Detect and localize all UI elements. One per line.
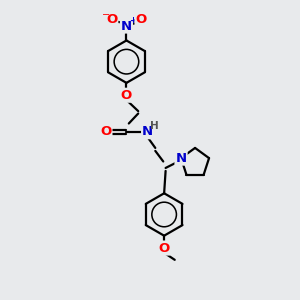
Text: −: − [102, 10, 110, 20]
Text: N: N [142, 125, 153, 138]
Text: N: N [176, 152, 187, 165]
Text: O: O [136, 14, 147, 26]
Text: +: + [129, 16, 136, 25]
Text: N: N [121, 20, 132, 32]
Text: O: O [106, 14, 117, 26]
Text: O: O [158, 242, 170, 254]
Text: O: O [121, 89, 132, 102]
Text: H: H [150, 122, 158, 131]
Text: O: O [100, 125, 112, 138]
